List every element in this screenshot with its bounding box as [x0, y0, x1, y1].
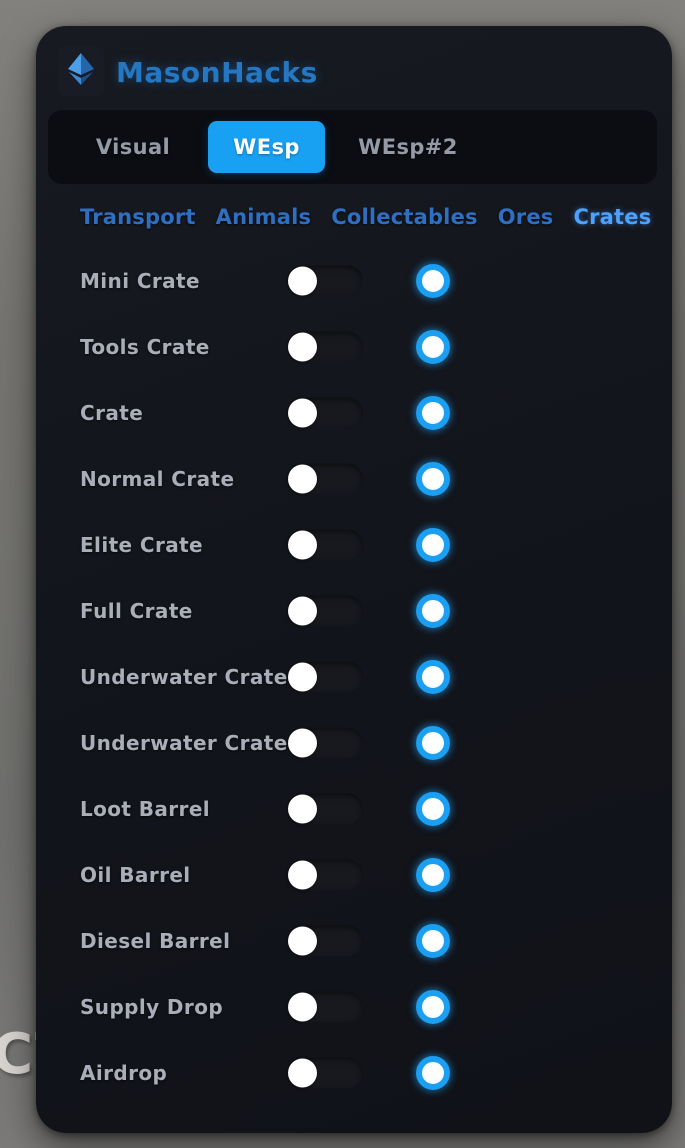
rows-list: Mini Crate Tools Crate Crate Normal Crat…	[36, 248, 672, 1106]
item-label: Supply Drop	[80, 995, 224, 1019]
subtab-animals[interactable]: Animals	[215, 205, 312, 229]
subtab-ores[interactable]: Ores	[497, 205, 554, 229]
item-label: Underwater Crate	[80, 665, 288, 689]
diamond-logo-icon	[67, 52, 95, 90]
toggle-switch[interactable]	[287, 925, 363, 957]
toggle-switch[interactable]	[287, 265, 363, 297]
color-picker[interactable]	[416, 462, 450, 496]
item-label: Mini Crate	[80, 269, 200, 293]
color-picker[interactable]	[416, 1056, 450, 1090]
list-item: Elite Crate	[36, 512, 672, 578]
list-item: Airdrop	[36, 1040, 672, 1106]
toggle-knob	[288, 266, 317, 296]
list-item: Mini Crate	[36, 248, 672, 314]
list-item: Normal Crate	[36, 446, 672, 512]
toggle-switch[interactable]	[287, 991, 363, 1023]
item-label: Oil Barrel	[80, 863, 191, 887]
item-label: Crate	[80, 401, 144, 425]
list-item: Supply Drop	[36, 974, 672, 1040]
toggle-switch[interactable]	[287, 1057, 363, 1089]
color-picker[interactable]	[416, 594, 450, 628]
list-item: Tools Crate	[36, 314, 672, 380]
subtab-crates[interactable]: Crates	[573, 205, 652, 229]
list-item: Full Crate	[36, 578, 672, 644]
toggle-knob	[288, 926, 317, 956]
item-label: Normal Crate	[80, 467, 235, 491]
list-item: Oil Barrel	[36, 842, 672, 908]
subtab-collectables[interactable]: Collectables	[331, 205, 478, 229]
tab-wesp-2[interactable]: WEsp#2	[358, 135, 458, 159]
app-title: MasonHacks	[116, 56, 318, 89]
toggle-switch[interactable]	[287, 397, 363, 429]
subtab-transport[interactable]: Transport	[80, 205, 196, 229]
color-picker[interactable]	[416, 264, 450, 298]
list-item: Diesel Barrel	[36, 908, 672, 974]
color-picker[interactable]	[416, 858, 450, 892]
toggle-knob	[288, 992, 317, 1022]
toggle-knob	[288, 398, 317, 428]
color-picker[interactable]	[416, 792, 450, 826]
tab-bar: Visual WEsp WEsp#2	[48, 110, 657, 184]
color-picker[interactable]	[416, 528, 450, 562]
toggle-knob	[288, 860, 317, 890]
tab-wesp[interactable]: WEsp	[208, 121, 325, 173]
color-picker[interactable]	[416, 990, 450, 1024]
toggle-switch[interactable]	[287, 793, 363, 825]
color-picker[interactable]	[416, 330, 450, 364]
toggle-knob	[288, 464, 317, 494]
color-picker[interactable]	[416, 726, 450, 760]
toggle-knob	[288, 530, 317, 560]
item-label: Diesel Barrel	[80, 929, 231, 953]
toggle-knob	[288, 596, 317, 626]
menu-panel: MasonHacks Visual WEsp WEsp#2 Transport Ani…	[36, 26, 672, 1133]
color-picker[interactable]	[416, 924, 450, 958]
toggle-knob	[288, 662, 317, 692]
toggle-switch[interactable]	[287, 463, 363, 495]
item-label: Airdrop	[80, 1061, 168, 1085]
item-label: Underwater Crate	[80, 731, 288, 755]
toggle-switch[interactable]	[287, 529, 363, 561]
item-label: Tools Crate	[80, 335, 210, 359]
tab-visual[interactable]: Visual	[95, 135, 171, 159]
list-item: Underwater Crate	[36, 644, 672, 710]
item-label: Full Crate	[80, 599, 193, 623]
toggle-switch[interactable]	[287, 595, 363, 627]
toggle-switch[interactable]	[287, 859, 363, 891]
list-item: Underwater Crate	[36, 710, 672, 776]
toggle-knob	[288, 332, 317, 362]
toggle-knob	[288, 1058, 317, 1088]
color-picker[interactable]	[416, 660, 450, 694]
color-picker[interactable]	[416, 396, 450, 430]
toggle-knob	[288, 728, 317, 758]
item-label: Elite Crate	[80, 533, 204, 557]
list-item: Loot Barrel	[36, 776, 672, 842]
toggle-knob	[288, 794, 317, 824]
item-label: Loot Barrel	[80, 797, 211, 821]
toggle-switch[interactable]	[287, 661, 363, 693]
toggle-switch[interactable]	[287, 727, 363, 759]
list-item: Crate	[36, 380, 672, 446]
toggle-switch[interactable]	[287, 331, 363, 363]
subtab-bar: Transport Animals Collectables Ores Crates	[80, 202, 660, 232]
logo-tile	[58, 46, 104, 96]
